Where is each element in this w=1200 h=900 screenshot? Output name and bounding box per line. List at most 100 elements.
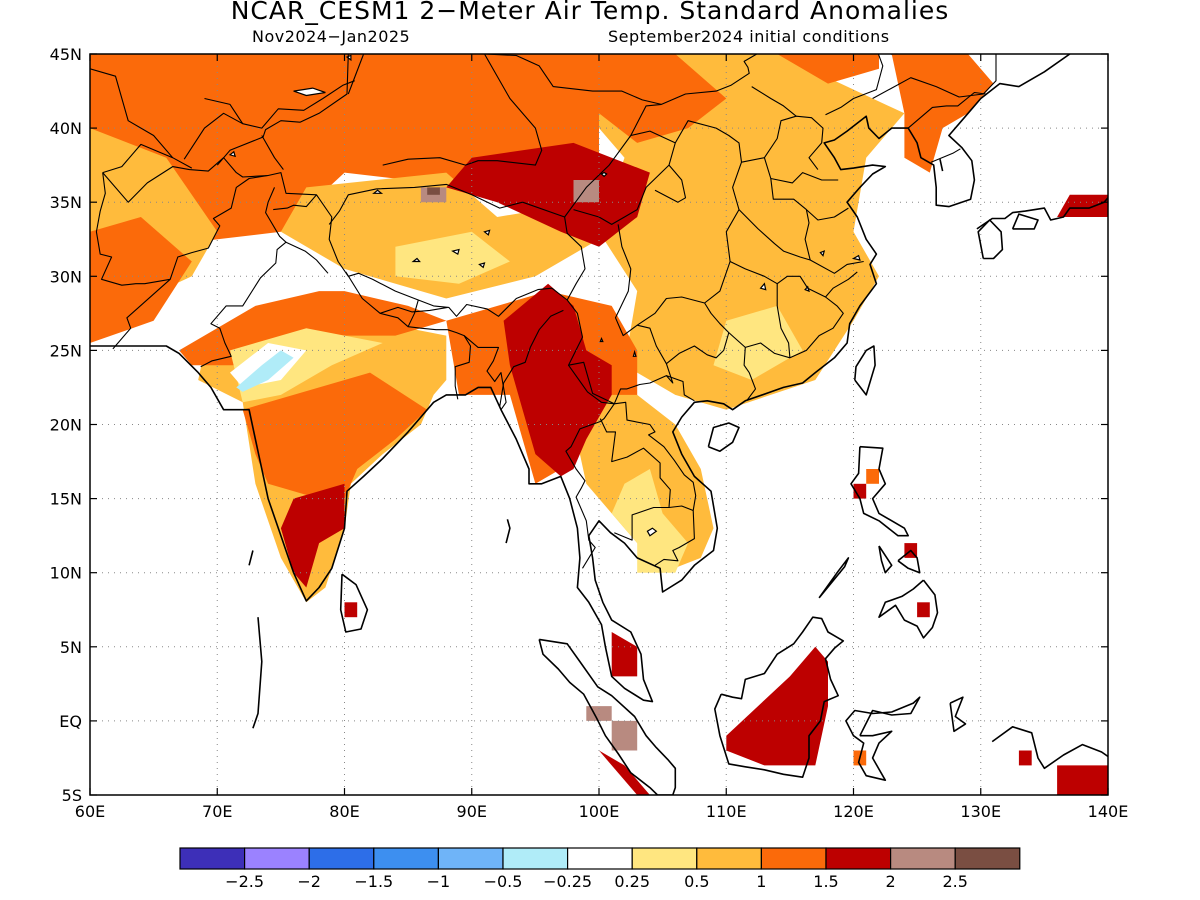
lake xyxy=(646,527,658,537)
anomaly-region xyxy=(611,632,638,677)
anomaly-region xyxy=(242,372,428,499)
lake xyxy=(819,250,826,257)
country-border xyxy=(808,142,823,170)
coastline xyxy=(252,617,263,729)
latitude-label: 5N xyxy=(60,638,82,657)
country-border xyxy=(614,401,697,566)
anomaly-region xyxy=(344,602,358,618)
coastline xyxy=(878,545,893,574)
country-border xyxy=(743,347,757,402)
country-border xyxy=(90,68,174,159)
anomaly-shading xyxy=(90,54,1108,795)
coastline xyxy=(1011,213,1039,230)
longitude-label: 110E xyxy=(706,802,747,821)
anomaly-region xyxy=(236,350,294,392)
coastline xyxy=(818,557,850,599)
anomaly-region xyxy=(891,54,994,173)
legend-label: −2 xyxy=(297,872,321,891)
coastline xyxy=(850,445,910,537)
country-border xyxy=(216,54,349,166)
latitude-label: 15N xyxy=(50,490,82,509)
country-border xyxy=(930,148,961,163)
country-border xyxy=(447,329,472,400)
legend-label: 0.5 xyxy=(684,872,709,891)
latitude-label: EQ xyxy=(59,712,82,731)
longitude-label: 70E xyxy=(202,802,232,821)
anomaly-region xyxy=(90,217,192,343)
coastline xyxy=(339,573,369,633)
country-border xyxy=(499,309,564,407)
latitude-label: 25N xyxy=(50,341,82,360)
legend-label: 2.5 xyxy=(942,872,967,891)
coastline xyxy=(90,54,1071,703)
country-border xyxy=(872,54,997,99)
anomaly-region xyxy=(280,483,345,588)
legend-label: −1 xyxy=(427,872,451,891)
anomaly-region xyxy=(503,283,612,477)
legend-swatch xyxy=(437,847,504,870)
legend-swatch xyxy=(889,847,956,870)
anomaly-region xyxy=(726,646,828,766)
country-border xyxy=(407,299,419,327)
country-border xyxy=(825,271,858,298)
coastlines xyxy=(90,54,1108,795)
latitude-label: 35N xyxy=(50,193,82,212)
legend-label: 1.5 xyxy=(813,872,838,891)
latitude-label: 5S xyxy=(62,786,82,805)
country-border xyxy=(776,283,791,358)
latitude-label: 40N xyxy=(50,119,82,138)
country-border xyxy=(564,103,662,218)
legend-swatch xyxy=(825,847,892,870)
longitude-label: 130E xyxy=(960,802,1001,821)
coastline xyxy=(878,579,939,639)
lake xyxy=(599,336,604,343)
anomaly-region xyxy=(427,187,440,195)
anomaly-region xyxy=(611,720,638,751)
anomaly-region xyxy=(599,54,727,143)
latitude-label: 45N xyxy=(50,45,82,64)
country-border xyxy=(183,97,244,160)
lake xyxy=(632,349,637,357)
country-border xyxy=(630,130,676,144)
coastline xyxy=(949,696,967,733)
lake xyxy=(293,87,326,97)
lake xyxy=(411,257,421,263)
anomaly-region xyxy=(1057,194,1108,217)
longitude-label: 90E xyxy=(457,802,487,821)
country-border xyxy=(200,187,287,368)
country-border xyxy=(665,363,674,384)
country-border xyxy=(261,135,284,170)
country-border xyxy=(242,80,355,129)
legend-swatch xyxy=(179,847,246,870)
anomaly-region xyxy=(853,483,867,499)
country-border xyxy=(907,91,986,129)
anomaly-region xyxy=(637,513,689,573)
country-border xyxy=(704,261,844,359)
legend-swatch xyxy=(954,847,1021,870)
country-border xyxy=(751,86,797,117)
longitude-label: 140E xyxy=(1088,802,1129,821)
anomaly-region xyxy=(917,602,930,618)
country-border xyxy=(112,278,171,350)
legend-swatch xyxy=(566,847,633,870)
legend-swatch xyxy=(373,847,439,870)
coastline xyxy=(854,345,876,396)
anomaly-region xyxy=(1057,765,1108,795)
legend-swatch xyxy=(502,847,569,870)
country-border xyxy=(599,418,671,541)
legend-label: 1 xyxy=(756,872,766,891)
country-border xyxy=(102,143,193,174)
lake xyxy=(372,189,384,194)
country-border xyxy=(463,335,507,411)
coastline xyxy=(991,725,1108,770)
coastline xyxy=(976,197,1108,230)
coastline xyxy=(713,616,845,779)
forecast-period: Nov2024−Jan2025 xyxy=(252,27,411,46)
coastline xyxy=(897,549,921,574)
country-border xyxy=(95,172,269,286)
lake xyxy=(478,262,486,269)
longitude-label: 100E xyxy=(579,802,620,821)
latitude-label: 10N xyxy=(50,564,82,583)
